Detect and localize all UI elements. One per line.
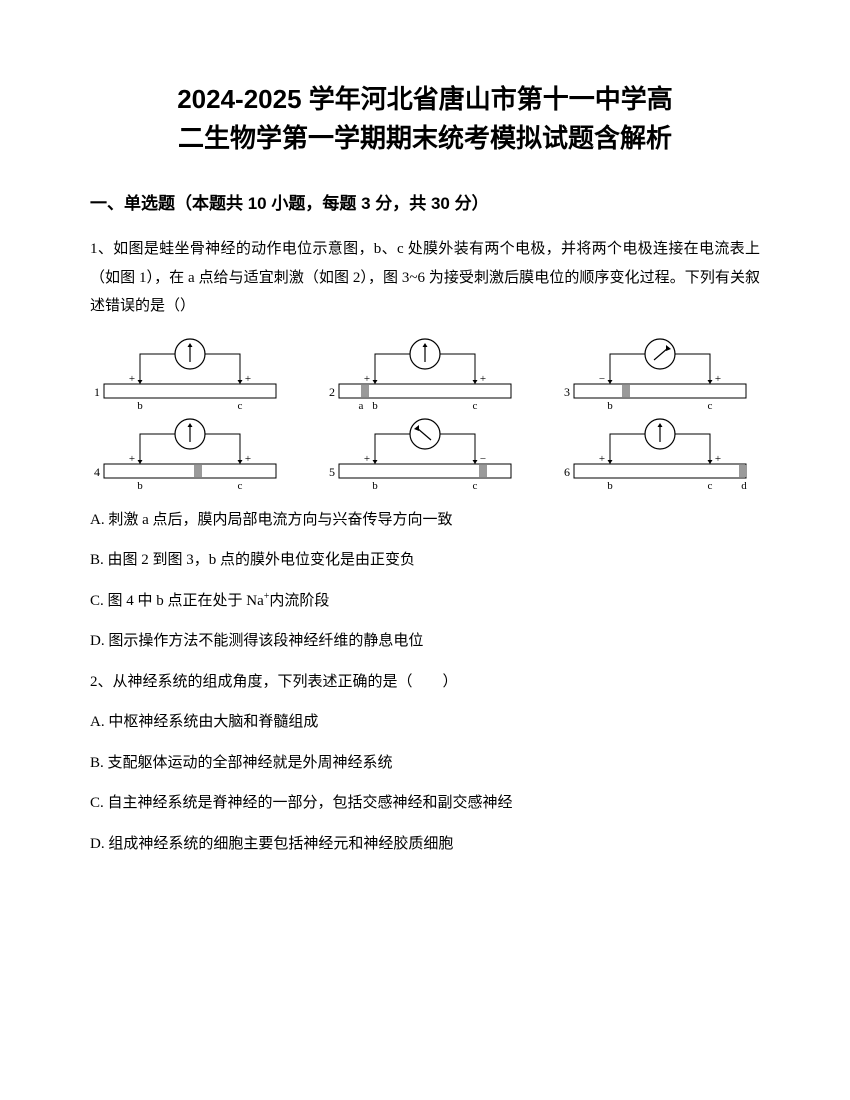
circuit-diagram-1: + + b c 1: [90, 336, 290, 411]
svg-text:b: b: [607, 480, 613, 491]
title-line-1: 2024-2025 学年河北省唐山市第十一中学高: [177, 84, 673, 114]
svg-text:6: 6: [564, 465, 570, 479]
title-line-2: 二生物学第一学期期末统考模拟试题含解析: [178, 123, 672, 153]
svg-text:c: c: [473, 400, 478, 411]
svg-text:−: −: [480, 453, 486, 465]
svg-text:c: c: [238, 480, 243, 491]
svg-text:+: +: [364, 373, 370, 385]
svg-text:c: c: [473, 480, 478, 491]
q1-option-b: B. 由图 2 到图 3，b 点的膜外电位变化是由正变负: [90, 546, 760, 575]
svg-text:−: −: [599, 373, 605, 385]
q2-option-b: B. 支配躯体运动的全部神经就是外周神经系统: [90, 749, 760, 778]
svg-text:+: +: [129, 453, 135, 465]
svg-text:b: b: [137, 400, 143, 411]
svg-text:b: b: [372, 480, 378, 491]
svg-text:4: 4: [94, 465, 100, 479]
q2-option-d: D. 组成神经系统的细胞主要包括神经元和神经胶质细胞: [90, 830, 760, 859]
circuit-diagram-6: + + b c d 6: [560, 416, 760, 491]
q1-option-c-post: 内流阶段: [269, 593, 329, 609]
circuit-diagram-2: + + a b c 2: [325, 336, 525, 411]
diagrams-container: + + b c 1 + + a b c 2: [90, 336, 760, 491]
svg-text:d: d: [741, 480, 747, 491]
question-1-text: 1、如图是蛙坐骨神经的动作电位示意图，b、c 处膜外装有两个电极，并将两个电极连…: [90, 235, 760, 321]
question-2-text: 2、从神经系统的组成角度，下列表述正确的是（ ）: [90, 668, 760, 697]
svg-text:5: 5: [329, 465, 335, 479]
svg-text:c: c: [708, 400, 713, 411]
circuit-diagram-5: + − b c 5: [325, 416, 525, 491]
q1-option-c: C. 图 4 中 b 点正在处于 Na+内流阶段: [90, 587, 760, 616]
q2-option-c: C. 自主神经系统是脊神经的一部分，包括交感神经和副交感神经: [90, 789, 760, 818]
q1-option-d: D. 图示操作方法不能测得该段神经纤维的静息电位: [90, 627, 760, 656]
svg-text:+: +: [129, 373, 135, 385]
q2-option-a: A. 中枢神经系统由大脑和脊髓组成: [90, 708, 760, 737]
svg-text:3: 3: [564, 385, 570, 399]
svg-text:+: +: [480, 373, 486, 385]
svg-text:+: +: [715, 373, 721, 385]
circuit-diagram-4: + + b c 4: [90, 416, 290, 491]
svg-text:+: +: [715, 453, 721, 465]
svg-text:b: b: [137, 480, 143, 491]
svg-text:2: 2: [329, 385, 335, 399]
document-title: 2024-2025 学年河北省唐山市第十一中学高 二生物学第一学期期末统考模拟试…: [90, 80, 760, 158]
svg-text:+: +: [599, 453, 605, 465]
svg-text:a: a: [359, 400, 364, 411]
svg-text:+: +: [364, 453, 370, 465]
svg-text:+: +: [245, 453, 251, 465]
circuit-diagram-3: − + b c 3: [560, 336, 760, 411]
svg-text:c: c: [238, 400, 243, 411]
q1-option-a: A. 刺激 a 点后，膜内局部电流方向与兴奋传导方向一致: [90, 506, 760, 535]
svg-text:b: b: [372, 400, 378, 411]
svg-text:c: c: [708, 480, 713, 491]
svg-text:1: 1: [94, 385, 100, 399]
section-header: 一、单选题（本题共 10 小题，每题 3 分，共 30 分）: [90, 188, 760, 220]
svg-text:b: b: [607, 400, 613, 411]
q1-option-c-pre: C. 图 4 中 b 点正在处于 Na: [90, 593, 264, 609]
svg-text:+: +: [245, 373, 251, 385]
